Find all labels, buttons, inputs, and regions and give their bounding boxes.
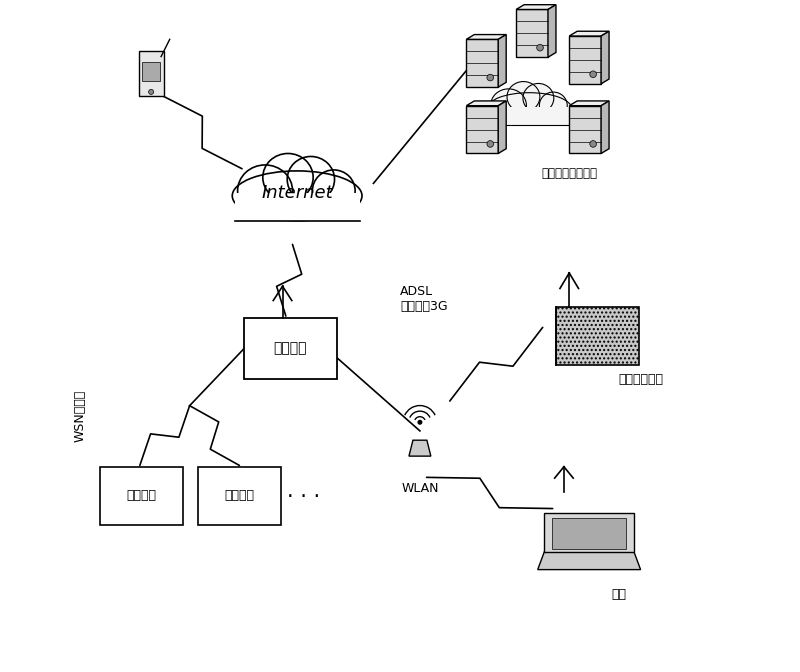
Circle shape — [590, 140, 597, 147]
Polygon shape — [601, 101, 609, 153]
Ellipse shape — [490, 89, 526, 122]
Bar — [553, 518, 626, 549]
Bar — [489, 107, 570, 124]
Bar — [138, 51, 164, 96]
Text: 电脑: 电脑 — [611, 588, 626, 601]
Polygon shape — [466, 101, 506, 106]
Circle shape — [590, 71, 597, 77]
Circle shape — [418, 421, 422, 424]
Circle shape — [149, 89, 154, 95]
Polygon shape — [516, 5, 556, 9]
Circle shape — [487, 140, 494, 147]
Ellipse shape — [238, 165, 293, 216]
Bar — [142, 62, 160, 81]
Polygon shape — [544, 513, 634, 552]
Text: · · ·: · · · — [287, 487, 320, 507]
Polygon shape — [516, 9, 548, 57]
Bar — [234, 194, 360, 220]
Polygon shape — [601, 31, 609, 84]
Ellipse shape — [312, 170, 355, 212]
Polygon shape — [548, 5, 556, 57]
Bar — [244, 318, 337, 379]
Polygon shape — [570, 31, 609, 36]
Text: Internet: Internet — [262, 184, 333, 202]
Polygon shape — [466, 34, 506, 40]
Ellipse shape — [539, 92, 567, 119]
Polygon shape — [570, 106, 601, 153]
Text: 用电设备: 用电设备 — [126, 489, 157, 503]
Bar — [198, 467, 281, 525]
Polygon shape — [409, 440, 431, 456]
Polygon shape — [570, 36, 601, 84]
Ellipse shape — [287, 157, 334, 202]
Ellipse shape — [262, 153, 313, 202]
Circle shape — [487, 74, 494, 81]
Polygon shape — [466, 106, 498, 153]
Ellipse shape — [232, 171, 362, 220]
Ellipse shape — [523, 83, 554, 113]
Text: 家庭网关: 家庭网关 — [274, 341, 307, 355]
Text: 用电设备: 用电设备 — [224, 489, 254, 503]
Polygon shape — [498, 101, 506, 153]
Bar — [556, 307, 639, 365]
Text: ADSL
以太网、3G: ADSL 以太网、3G — [400, 286, 448, 314]
Text: WLAN: WLAN — [401, 482, 438, 495]
Text: WSN传感网: WSN传感网 — [74, 390, 86, 442]
Polygon shape — [466, 40, 498, 87]
Circle shape — [537, 44, 543, 51]
Ellipse shape — [487, 93, 572, 124]
Ellipse shape — [507, 81, 540, 112]
Polygon shape — [498, 34, 506, 87]
Text: 智能用电信息平台: 智能用电信息平台 — [542, 167, 598, 180]
Polygon shape — [570, 101, 609, 106]
Text: 本地交互终端: 本地交互终端 — [618, 373, 663, 386]
Bar — [100, 467, 183, 525]
Polygon shape — [538, 552, 641, 570]
